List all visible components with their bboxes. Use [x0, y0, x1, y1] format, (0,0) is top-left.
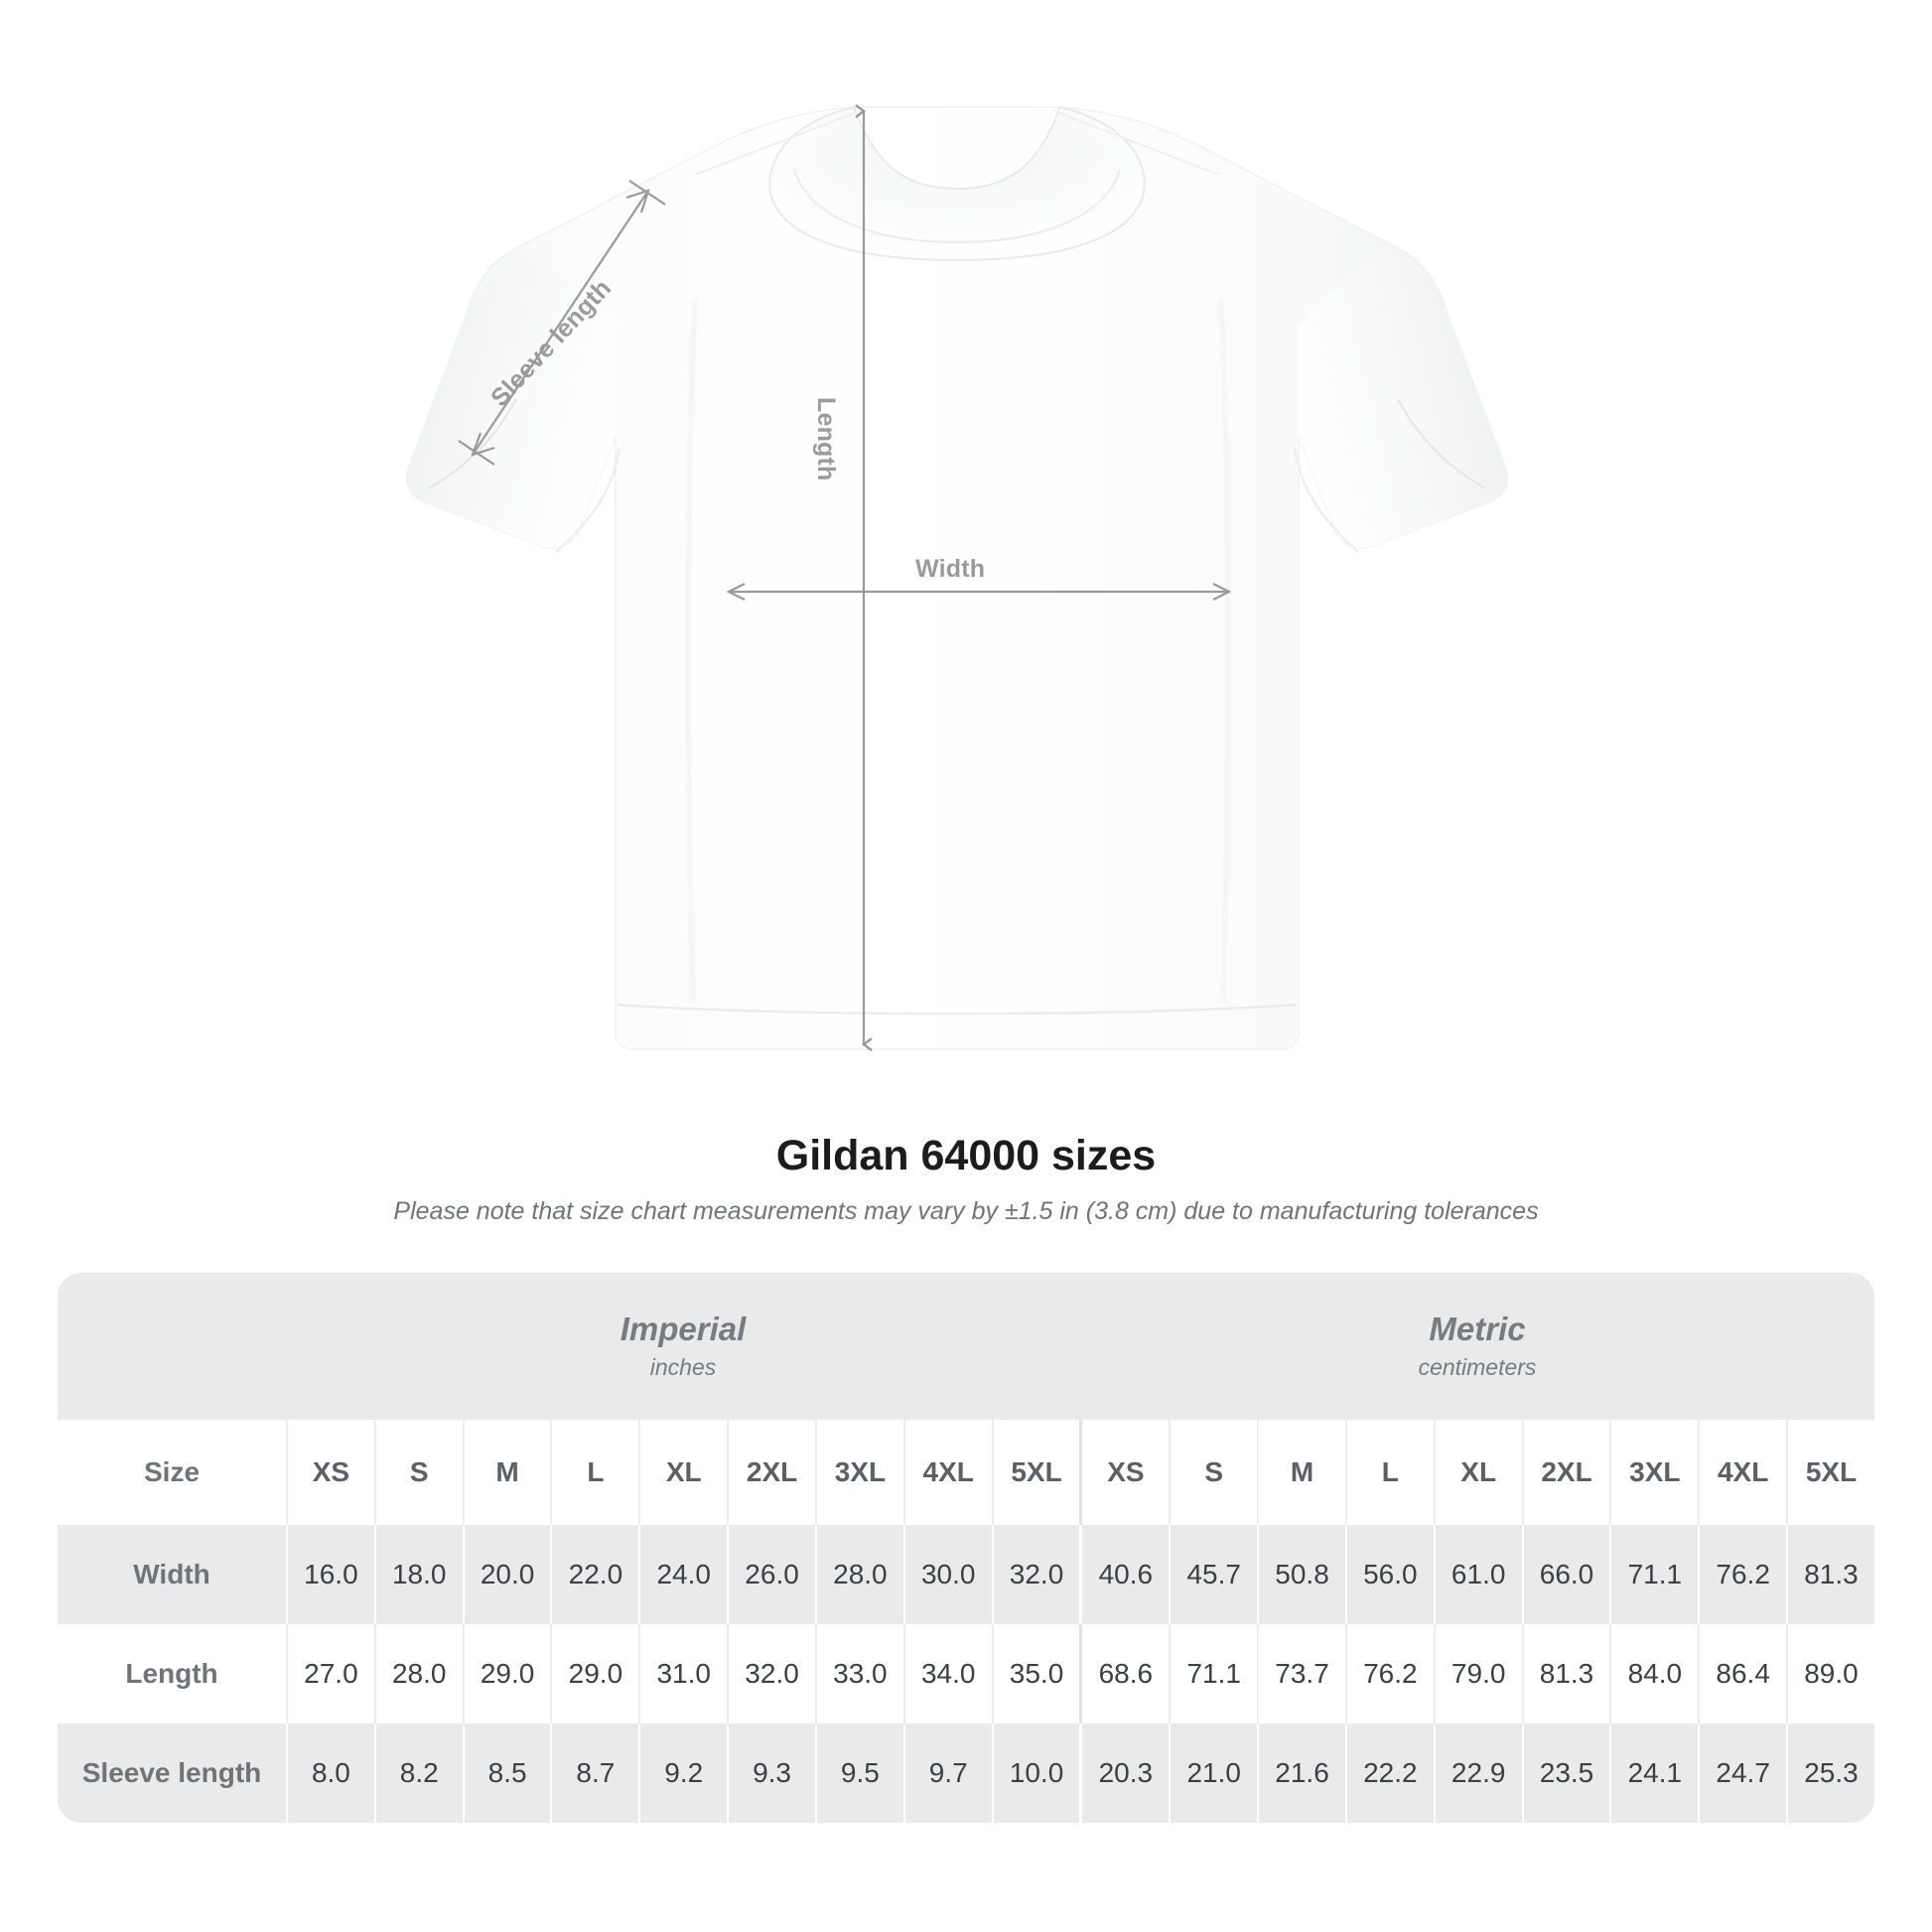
cell-width-imperial-xs: 16.0 — [286, 1525, 374, 1624]
unit-header-spacer — [58, 1273, 286, 1420]
length-dimension-label: Length — [812, 397, 840, 482]
cell-length-metric-xl: 79.0 — [1433, 1624, 1522, 1724]
cell-width-imperial-l: 22.0 — [550, 1525, 638, 1624]
size-header-label: Size — [143, 1456, 201, 1487]
imperial-unit-header: Imperial inches — [286, 1273, 1080, 1420]
cell-width-metric-xl: 61.0 — [1433, 1525, 1522, 1624]
cell-width-imperial-4xl: 30.0 — [902, 1525, 992, 1624]
unit-system-header: Imperial inches Metric centimeters — [58, 1273, 1874, 1420]
table-header-row: Size XS S M L XL 2XL 3XL 4XL 5XL XS S M L XL 2XL 3XL 4XL 5… — [58, 1420, 1874, 1525]
cell-length-imperial-xl: 31.0 — [638, 1624, 727, 1724]
sleeve-measure-line — [458, 180, 666, 466]
width-measure-line — [726, 583, 1232, 601]
cell-sleeve-length-metric-l: 22.2 — [1344, 1724, 1434, 1823]
size-header-metric-s: S — [1169, 1420, 1257, 1525]
cell-length-imperial-xs: 27.0 — [286, 1624, 374, 1724]
table-row: Width 16.0 18.0 20.0 22.0 24.0 26.0 28.0 30.0 32.… — [58, 1525, 1874, 1624]
width-dimension-label: Width — [915, 555, 986, 583]
cell-width-imperial-s: 18.0 — [373, 1525, 463, 1624]
size-header-imperial-4xl: 4XL — [902, 1420, 992, 1525]
metric-unit: centimeters — [1418, 1354, 1537, 1381]
cell-length-imperial-3xl: 33.0 — [814, 1624, 903, 1724]
cell-sleeve-length-metric-s: 21.0 — [1169, 1724, 1257, 1823]
cell-length-imperial-s: 28.0 — [373, 1624, 463, 1724]
cell-length-metric-m: 73.7 — [1257, 1624, 1345, 1724]
cell-length-metric-s: 71.1 — [1169, 1624, 1257, 1724]
cell-length-metric-4xl: 86.4 — [1698, 1624, 1786, 1724]
page-title: Gildan 64000 sizes — [775, 1132, 1157, 1179]
cell-length-imperial-m: 29.0 — [462, 1624, 551, 1724]
cell-length-metric-5xl: 89.0 — [1786, 1624, 1874, 1724]
size-header-imperial-5xl: 5XL — [991, 1420, 1080, 1525]
cell-width-metric-4xl: 76.2 — [1698, 1525, 1786, 1624]
cell-sleeve-length-imperial-s: 8.2 — [373, 1724, 463, 1823]
cell-sleeve-length-metric-2xl: 23.5 — [1521, 1724, 1610, 1823]
imperial-label: Imperial — [620, 1310, 747, 1347]
tshirt-diagram: Width Length Sleeve length — [405, 104, 1509, 1051]
metric-label: Metric — [1429, 1310, 1526, 1347]
size-header-metric-xs: XS — [1079, 1420, 1169, 1525]
cell-length-metric-xs: 68.6 — [1079, 1624, 1169, 1724]
cell-sleeve-length-metric-5xl: 25.3 — [1786, 1724, 1874, 1823]
cell-sleeve-length-metric-3xl: 24.1 — [1609, 1724, 1698, 1823]
cell-length-metric-2xl: 81.3 — [1521, 1624, 1610, 1724]
cell-sleeve-length-imperial-l: 8.7 — [550, 1724, 638, 1823]
cell-sleeve-length-imperial-3xl: 9.5 — [814, 1724, 903, 1823]
size-header-imperial-s: S — [373, 1420, 463, 1525]
cell-length-imperial-5xl: 35.0 — [991, 1624, 1080, 1724]
size-header-metric-3xl: 3XL — [1609, 1420, 1698, 1525]
cell-length-imperial-l: 29.0 — [550, 1624, 638, 1724]
size-header-imperial-3xl: 3XL — [814, 1420, 903, 1525]
cell-width-metric-xs: 40.6 — [1079, 1525, 1169, 1624]
cell-length-imperial-2xl: 32.0 — [727, 1624, 815, 1724]
size-header-imperial-l: L — [550, 1420, 638, 1525]
cell-sleeve-length-imperial-m: 8.5 — [462, 1724, 551, 1823]
row-label-length: Length — [125, 1658, 218, 1689]
size-header-imperial-xs: XS — [286, 1420, 374, 1525]
size-header-metric-m: M — [1257, 1420, 1345, 1525]
table-row: Length 27.0 28.0 29.0 29.0 31.0 32.0 33.0 34.0 35… — [58, 1624, 1874, 1724]
cell-sleeve-length-imperial-5xl: 10.0 — [991, 1724, 1080, 1823]
size-table-grid: Size XS S M L XL 2XL 3XL 4XL 5XL XS S M L XL 2XL 3XL 4XL 5… — [58, 1420, 1874, 1823]
cell-length-metric-l: 76.2 — [1344, 1624, 1434, 1724]
tshirt-illustration — [405, 104, 1509, 1051]
cell-width-imperial-2xl: 26.0 — [727, 1525, 815, 1624]
size-header-metric-2xl: 2XL — [1521, 1420, 1610, 1525]
cell-sleeve-length-imperial-2xl: 9.3 — [727, 1724, 815, 1823]
cell-length-imperial-4xl: 34.0 — [902, 1624, 992, 1724]
cell-length-metric-3xl: 84.0 — [1609, 1624, 1698, 1724]
cell-width-metric-m: 50.8 — [1257, 1525, 1345, 1624]
cell-sleeve-length-imperial-xl: 9.2 — [638, 1724, 727, 1823]
cell-width-imperial-xl: 24.0 — [638, 1525, 727, 1624]
row-label-sleeve-length: Sleeve length — [81, 1757, 262, 1788]
size-header-imperial-m: M — [462, 1420, 551, 1525]
cell-width-metric-3xl: 71.1 — [1609, 1525, 1698, 1624]
cell-sleeve-length-metric-xl: 22.9 — [1433, 1724, 1522, 1823]
tolerance-note: Please note that size chart measurements… — [393, 1197, 1539, 1225]
cell-width-metric-2xl: 66.0 — [1521, 1525, 1610, 1624]
cell-width-metric-l: 56.0 — [1344, 1525, 1434, 1624]
row-label-width: Width — [133, 1559, 210, 1589]
size-chart-table: Imperial inches Metric centimeters Size X… — [58, 1273, 1874, 1823]
cell-width-imperial-3xl: 28.0 — [814, 1525, 903, 1624]
cell-sleeve-length-imperial-4xl: 9.7 — [902, 1724, 992, 1823]
size-header-metric-xl: XL — [1433, 1420, 1522, 1525]
cell-width-imperial-5xl: 32.0 — [991, 1525, 1080, 1624]
size-header-metric-5xl: 5XL — [1786, 1420, 1874, 1525]
size-header-imperial-xl: XL — [638, 1420, 727, 1525]
size-header-imperial-2xl: 2XL — [727, 1420, 815, 1525]
size-header-metric-4xl: 4XL — [1698, 1420, 1786, 1525]
imperial-unit: inches — [649, 1354, 717, 1381]
size-header-metric-l: L — [1344, 1420, 1434, 1525]
table-row: Sleeve length 8.0 8.2 8.5 8.7 9.2 9.3 9.5 9.7 10.… — [58, 1724, 1874, 1823]
metric-unit-header: Metric centimeters — [1080, 1273, 1874, 1420]
cell-sleeve-length-metric-4xl: 24.7 — [1698, 1724, 1786, 1823]
cell-sleeve-length-metric-m: 21.6 — [1257, 1724, 1345, 1823]
cell-width-metric-s: 45.7 — [1169, 1525, 1257, 1624]
cell-sleeve-length-metric-xs: 20.3 — [1079, 1724, 1169, 1823]
cell-sleeve-length-imperial-xs: 8.0 — [286, 1724, 374, 1823]
cell-width-metric-5xl: 81.3 — [1786, 1525, 1874, 1624]
cell-width-imperial-m: 20.0 — [462, 1525, 551, 1624]
